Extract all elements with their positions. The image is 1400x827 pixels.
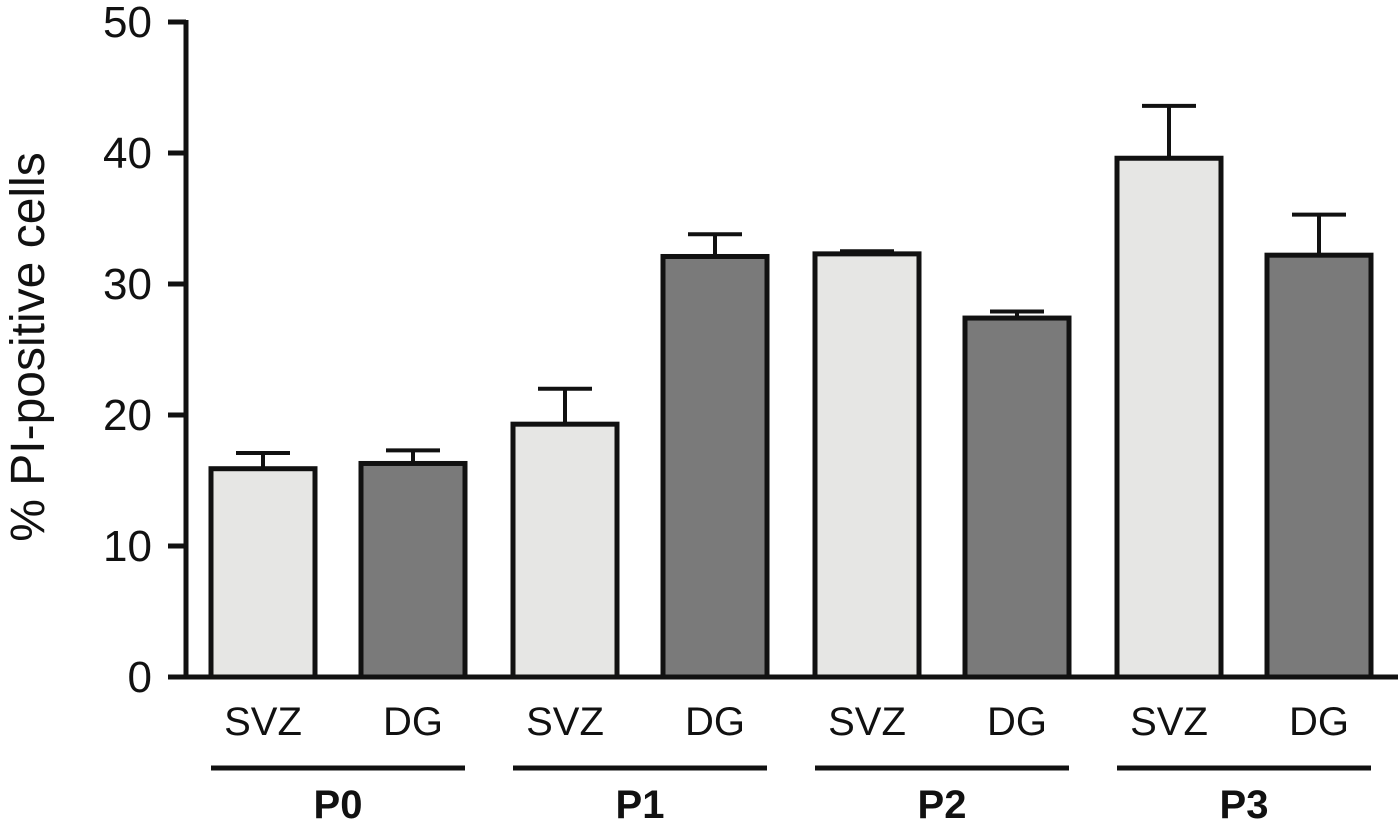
category-label: DG xyxy=(987,700,1047,744)
bar xyxy=(812,251,922,680)
category-label: SVZ xyxy=(1130,700,1208,744)
category-label: DG xyxy=(1289,700,1349,744)
category-label: DG xyxy=(383,700,443,744)
bar xyxy=(358,460,468,680)
group-label: P0 xyxy=(314,783,363,827)
y-tick-label: 50 xyxy=(103,0,152,47)
category-label: DG xyxy=(685,700,745,744)
category-label: SVZ xyxy=(526,700,604,744)
y-tick-label: 30 xyxy=(103,260,152,309)
plot-area: SVZ DG P0 SVZ DG P1 SVZ DG P2 SVZ DG P3 0 10 20 30 40 50 xyxy=(103,0,1398,827)
bar xyxy=(660,253,770,680)
group-label: P1 xyxy=(616,783,665,827)
group-label: P3 xyxy=(1220,783,1269,827)
y-axis-label: % PI-positive cells xyxy=(2,152,55,541)
bar xyxy=(1264,252,1374,680)
bar xyxy=(208,466,318,680)
category-label: SVZ xyxy=(224,700,302,744)
group-label: P2 xyxy=(918,783,967,827)
y-tick-label: 10 xyxy=(103,522,152,571)
bar xyxy=(510,421,620,680)
y-tick-label: 20 xyxy=(103,391,152,440)
category-label: SVZ xyxy=(828,700,906,744)
bar xyxy=(962,315,1072,680)
y-tick-label: 40 xyxy=(103,129,152,178)
y-tick-label: 0 xyxy=(128,653,152,702)
bar xyxy=(1114,155,1224,680)
